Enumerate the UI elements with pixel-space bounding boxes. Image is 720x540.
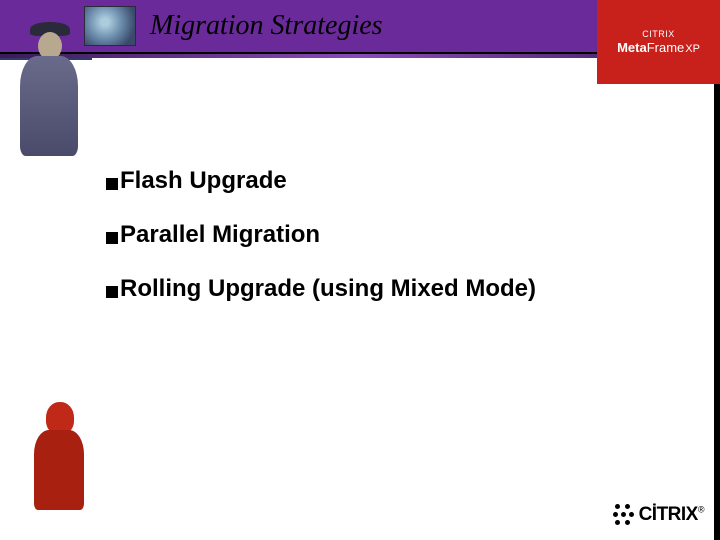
right-edge-strip: [714, 84, 720, 540]
bullet-marker-icon: [106, 232, 118, 244]
logo-bold: Meta: [617, 40, 647, 55]
red-figure-body: [34, 430, 84, 510]
bullet-item: Flash Upgrade: [106, 167, 536, 195]
metaframe-logo-box: CITRIX MetaFrameXP: [597, 0, 720, 84]
citrix-dots-icon: [613, 504, 635, 526]
bullet-text: Parallel Migration: [120, 221, 320, 249]
logo-light: Frame: [647, 40, 685, 55]
bullet-item: Parallel Migration: [106, 221, 536, 249]
bullet-text: Flash Upgrade: [120, 167, 287, 195]
bullet-text: Rolling Upgrade (using Mixed Mode): [120, 275, 536, 303]
bullet-marker-icon: [106, 286, 118, 298]
red-figure: [28, 402, 88, 522]
detective-figure: [12, 22, 84, 182]
logo-main: MetaFrameXP: [617, 40, 700, 55]
bullet-item: Rolling Upgrade (using Mixed Mode): [106, 275, 536, 303]
figure-body: [20, 56, 78, 156]
citrix-name: CİTRIX: [639, 504, 698, 525]
citrix-footer-logo: CİTRIX®: [613, 504, 704, 526]
bullet-list: Flash Upgrade Parallel Migration Rolling…: [106, 167, 536, 329]
top-left-graphic: [84, 6, 136, 46]
slide-container: CITRIX MetaFrameXP Migration Strategies …: [0, 0, 720, 540]
slide-title: Migration Strategies: [150, 10, 383, 42]
logo-suffix: XP: [685, 43, 700, 55]
registered-icon: ®: [698, 505, 704, 515]
citrix-text: CİTRIX®: [639, 504, 704, 526]
bullet-marker-icon: [106, 178, 118, 190]
logo-small-text: CITRIX: [642, 29, 675, 39]
